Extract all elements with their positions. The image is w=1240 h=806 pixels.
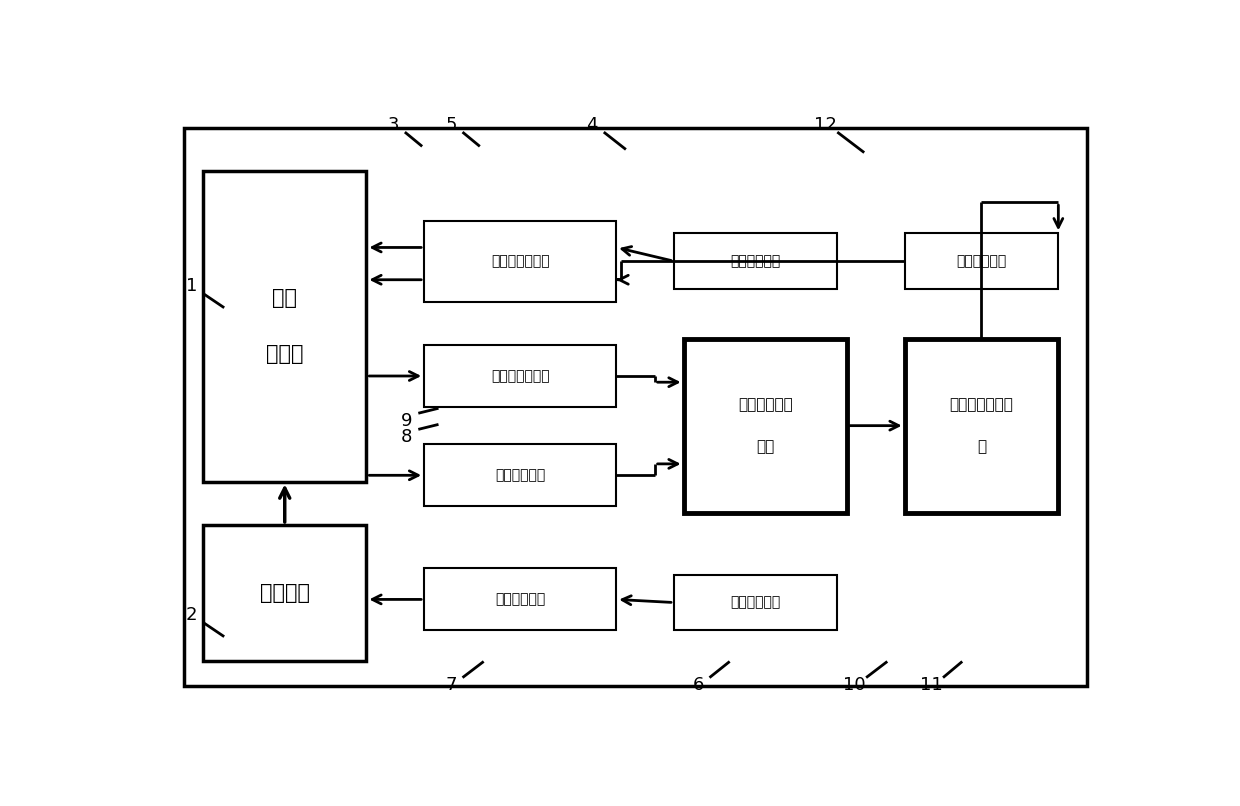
Text: 8: 8 xyxy=(401,428,413,446)
Text: 运动控制模块: 运动控制模块 xyxy=(730,254,781,268)
Text: 1: 1 xyxy=(186,277,197,295)
Text: 12: 12 xyxy=(815,115,837,134)
Text: 测量控制模块: 测量控制模块 xyxy=(730,596,781,609)
Text: 4: 4 xyxy=(587,115,598,134)
Bar xyxy=(424,568,616,630)
Bar xyxy=(203,171,367,481)
Bar xyxy=(675,575,837,630)
Text: 测量输入接口: 测量输入接口 xyxy=(495,592,546,606)
Bar xyxy=(203,525,367,662)
Text: 误差数据处理

模块: 误差数据处理 模块 xyxy=(738,397,792,454)
Text: 9: 9 xyxy=(401,412,413,430)
Text: 7: 7 xyxy=(445,676,456,694)
Text: 测量设备: 测量设备 xyxy=(259,584,310,603)
Text: 10: 10 xyxy=(843,676,866,694)
Text: 机器人输出接口: 机器人输出接口 xyxy=(491,369,549,383)
Text: 测量输出接口: 测量输出接口 xyxy=(495,468,546,482)
Bar xyxy=(905,339,1059,513)
Text: 11: 11 xyxy=(920,676,942,694)
Text: 机器人输入接口: 机器人输入接口 xyxy=(491,254,549,268)
Text: 5: 5 xyxy=(445,115,456,134)
Bar xyxy=(905,233,1059,289)
Text: 6: 6 xyxy=(692,676,703,694)
Bar xyxy=(424,345,616,407)
Text: 2: 2 xyxy=(186,606,197,624)
Text: 3: 3 xyxy=(388,115,399,134)
Bar xyxy=(424,444,616,506)
Text: 抗差参数辨识模

块: 抗差参数辨识模 块 xyxy=(950,397,1013,454)
Bar xyxy=(675,233,837,289)
Text: 工业

机器人: 工业 机器人 xyxy=(267,289,304,364)
Bar xyxy=(683,339,847,513)
Bar xyxy=(424,221,616,301)
Text: 补偿控制模块: 补偿控制模块 xyxy=(956,254,1007,268)
